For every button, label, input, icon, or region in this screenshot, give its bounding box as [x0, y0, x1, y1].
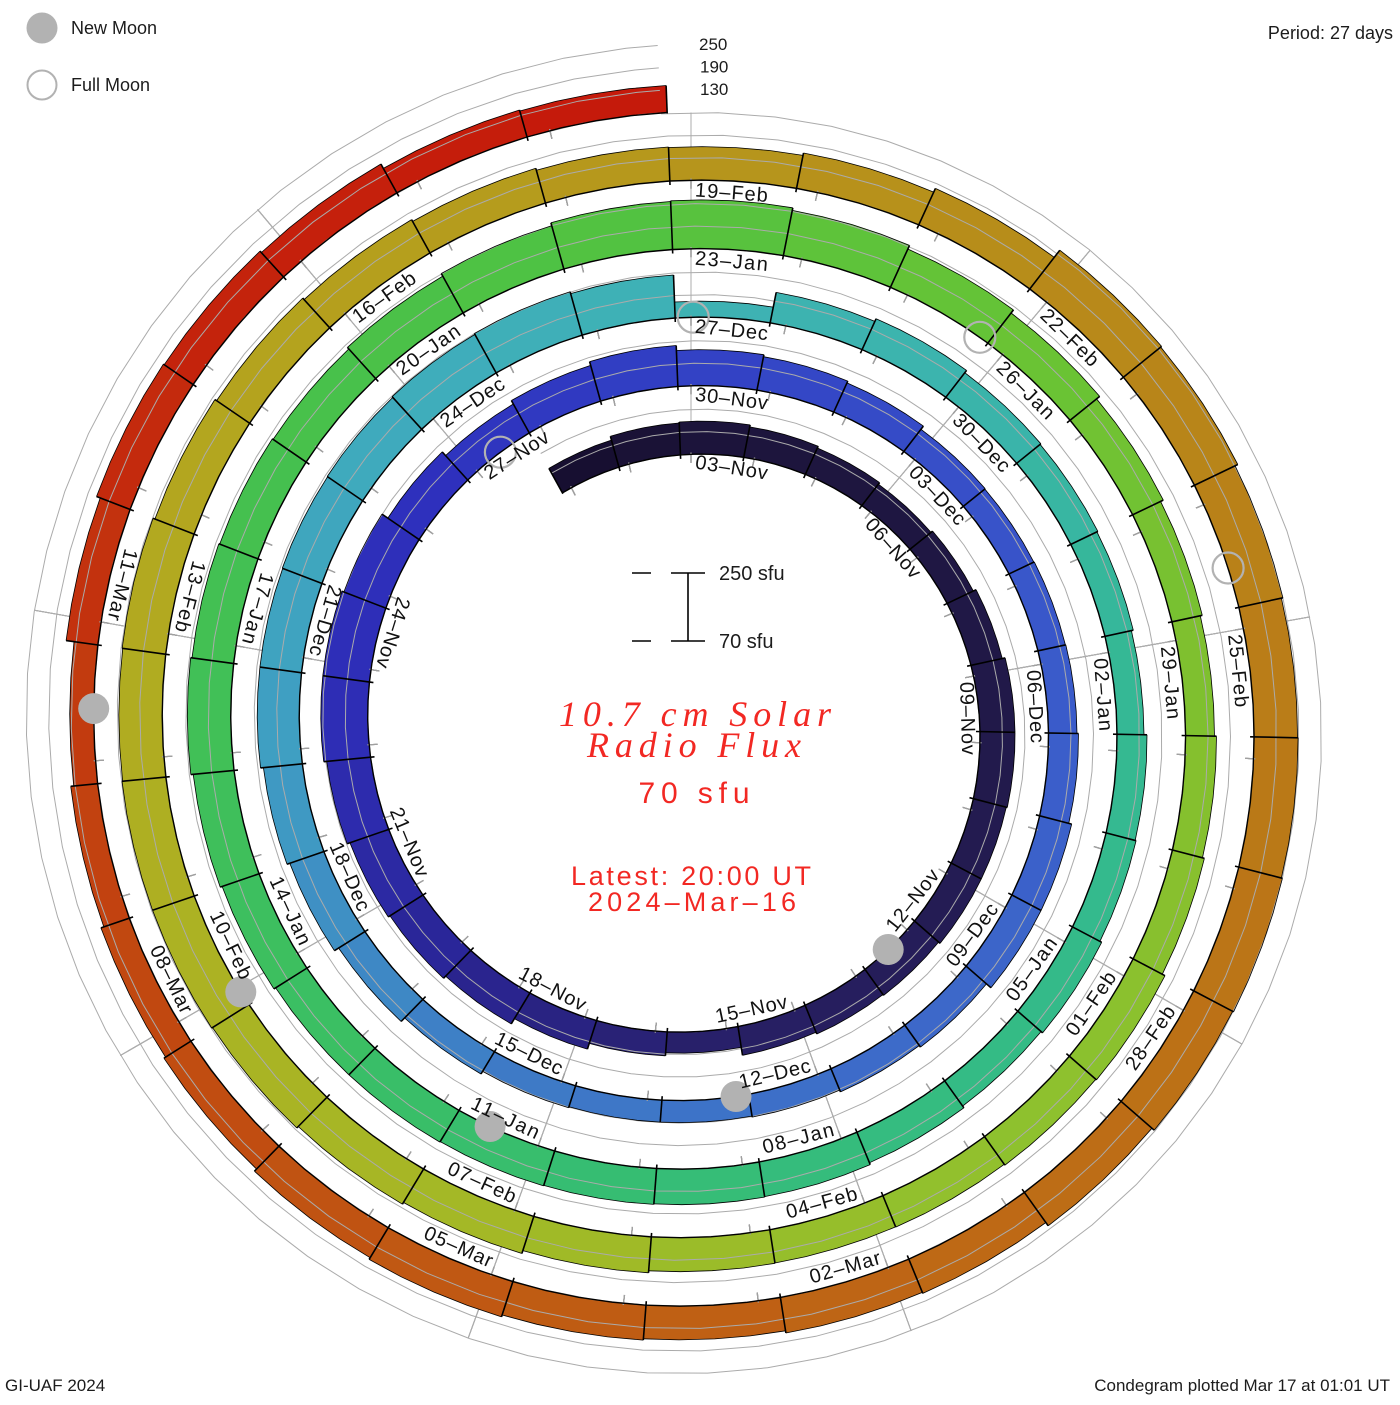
svg-text:New Moon: New Moon: [71, 18, 157, 38]
svg-text:Radio Flux: Radio Flux: [586, 725, 801, 765]
svg-text:190: 190: [700, 58, 728, 77]
svg-text:GI-UAF 2024: GI-UAF 2024: [5, 1376, 105, 1395]
svg-text:250 sfu: 250 sfu: [719, 563, 785, 585]
svg-text:09–Nov: 09–Nov: [955, 682, 979, 756]
svg-text:Period: 27 days: Period: 27 days: [1268, 23, 1393, 43]
svg-text:Condegram plotted Mar 17 at 01: Condegram plotted Mar 17 at 01:01 UT: [1094, 1376, 1390, 1395]
svg-text:06–Dec: 06–Dec: [1022, 669, 1048, 743]
svg-text:130: 130: [700, 80, 728, 99]
svg-text:19–Feb: 19–Feb: [694, 179, 768, 206]
svg-text:Full Moon: Full Moon: [71, 75, 150, 95]
svg-text:70 sfu: 70 sfu: [719, 631, 773, 653]
svg-text:250: 250: [699, 35, 727, 54]
svg-text:2024–Mar–16: 2024–Mar–16: [588, 887, 796, 917]
